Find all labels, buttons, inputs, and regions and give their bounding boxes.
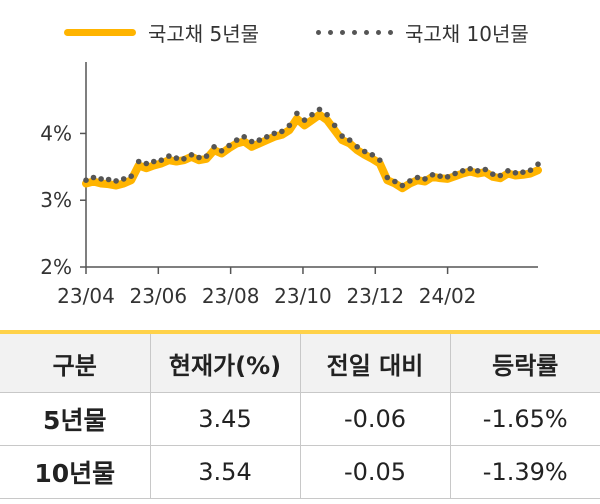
series-point-10y — [196, 154, 202, 161]
series-point-10y — [361, 148, 368, 155]
legend-item-5y: 국고채 5년물 — [64, 18, 259, 47]
series-point-10y — [233, 137, 240, 143]
series-point-10y — [211, 144, 217, 150]
series-point-10y — [520, 169, 526, 175]
series-point-10y — [399, 182, 406, 189]
series-point-10y — [331, 122, 338, 129]
series-point-10y — [490, 171, 496, 177]
series-point-10y — [512, 170, 519, 176]
series-point-10y — [316, 106, 323, 113]
series-point-10y — [83, 177, 89, 183]
cell-change-5y: -0.06 — [299, 392, 450, 446]
series-point-10y — [286, 122, 293, 129]
series-point-10y — [226, 142, 232, 149]
series-point-10y — [241, 134, 247, 140]
series-line-5y — [82, 110, 542, 193]
series-point-10y — [407, 178, 413, 184]
series-point-10y — [120, 176, 127, 182]
series-point-10y — [98, 176, 104, 182]
series-point-10y — [422, 176, 428, 182]
cell-rate-10y: -1.39% — [449, 445, 600, 499]
series-point-10y — [218, 148, 225, 154]
header-category: 구분 — [0, 330, 150, 393]
series-point-10y — [535, 161, 541, 167]
x-tick-label: 24/02 — [419, 284, 477, 308]
row-label-5y: 5년물 — [0, 392, 150, 446]
yield-summary-table: 구분 현재가(%) 전일 대비 등락률 5년물 3.45 -0.06 -1.65… — [0, 330, 600, 499]
table-header-row: 구분 현재가(%) 전일 대비 등락률 — [0, 330, 600, 393]
series-point-10y — [279, 128, 285, 135]
series-point-10y — [377, 157, 383, 163]
legend-item-10y: 국고채 10년물 — [316, 18, 529, 47]
series-point-10y — [143, 160, 150, 167]
series-point-10y — [444, 174, 451, 180]
x-tick-label: 23/06 — [129, 284, 187, 308]
series-point-10y — [166, 153, 172, 159]
series-point-10y — [474, 168, 481, 174]
series-point-10y — [482, 166, 489, 173]
series-point-10y — [414, 174, 421, 181]
series-point-10y — [384, 174, 391, 181]
series-point-10y — [264, 134, 270, 140]
series-point-10y — [203, 153, 210, 159]
y-tick-label: 2% — [40, 255, 72, 279]
legend-swatch-5y — [64, 29, 136, 36]
series-point-10y — [467, 166, 474, 172]
header-current-price: 현재가(%) — [149, 330, 300, 393]
series-point-10y — [437, 173, 443, 179]
table-row: 5년물 3.45 -0.06 -1.65% — [0, 392, 600, 446]
x-tick-label: 23/10 — [274, 284, 332, 308]
series-point-10y — [90, 174, 97, 181]
series-point-10y — [309, 111, 315, 118]
header-change-rate: 등락률 — [449, 330, 600, 393]
chart-legend: 국고채 5년물 국고채 10년물 — [0, 10, 600, 50]
series-point-10y — [151, 158, 157, 165]
yield-line-chart: 2% 3% 4% 23/04 23/06 23/08 23/10 23/12 24/02 — [40, 62, 542, 308]
y-tick-label: 3% — [40, 188, 72, 212]
series-point-10y — [369, 152, 376, 158]
cell-rate-5y: -1.65% — [449, 392, 600, 446]
series-point-10y — [271, 130, 278, 137]
series-point-10y — [505, 168, 511, 174]
series-point-10y — [173, 155, 180, 161]
y-tick-label: 4% — [40, 121, 72, 145]
series-point-10y — [459, 168, 466, 174]
series-point-10y — [429, 172, 436, 178]
header-change: 전일 대비 — [299, 330, 450, 393]
legend-swatch-10y — [316, 30, 393, 35]
series-point-10y — [294, 110, 300, 117]
series-point-10y — [181, 156, 187, 162]
series-point-10y — [158, 157, 165, 163]
row-label-10y: 10년물 — [0, 445, 150, 499]
table-row: 10년물 3.54 -0.05 -1.39% — [0, 445, 600, 499]
series-point-10y — [113, 178, 119, 184]
series-point-10y — [497, 172, 504, 179]
series-point-10y — [248, 138, 255, 145]
series-point-10y — [392, 178, 398, 185]
series-point-10y — [128, 173, 134, 179]
series-point-10y — [354, 144, 361, 150]
series-point-10y — [339, 133, 345, 139]
series-point-10y — [324, 111, 330, 118]
series-point-10y — [188, 152, 195, 158]
series-point-10y — [452, 170, 458, 177]
series-point-10y — [301, 117, 308, 123]
series-point-10y — [105, 176, 112, 183]
series-point-10y — [256, 137, 263, 143]
series-point-10y — [346, 137, 353, 143]
legend-label-10y: 국고채 10년물 — [405, 22, 529, 46]
x-tick-label: 23/04 — [57, 284, 115, 308]
cell-current-10y: 3.54 — [149, 445, 300, 499]
legend-label-5y: 국고채 5년물 — [148, 22, 260, 46]
x-tick-label: 23/12 — [346, 284, 404, 308]
cell-current-5y: 3.45 — [149, 392, 300, 446]
series-point-10y — [135, 158, 142, 165]
x-tick-label: 23/08 — [202, 284, 260, 308]
series-point-10y — [527, 167, 534, 173]
cell-change-10y: -0.05 — [299, 445, 450, 499]
